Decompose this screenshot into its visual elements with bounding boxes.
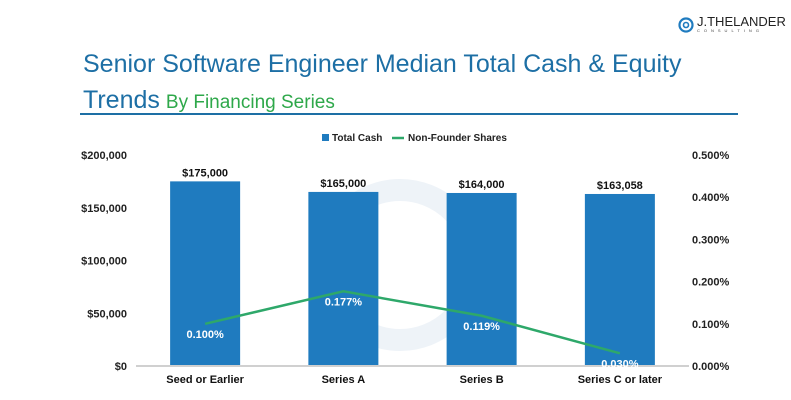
left-axis-tick: $100,000: [81, 256, 127, 268]
chart-title-line2: Trends By Financing Series: [83, 86, 335, 115]
bar-data-label: $164,000: [459, 179, 505, 191]
right-axis-tick: 0.400%: [692, 192, 730, 204]
right-axis-tick: 0.300%: [692, 234, 730, 246]
line-data-label: 0.030%: [601, 358, 639, 370]
chart-subtitle: By Financing Series: [165, 92, 335, 113]
category-label: Series C or later: [578, 374, 663, 386]
legend-swatch-total-cash: [322, 134, 329, 141]
left-axis-tick: $0: [115, 361, 127, 373]
line-non-founder-shares: [204, 290, 621, 355]
title-line2: Trends: [83, 86, 160, 114]
category-label: Series A: [322, 374, 366, 386]
right-axis-tick: 0.000%: [692, 361, 730, 373]
bar-total-cash: [308, 191, 379, 366]
category-label: Seed or Earlier: [166, 374, 244, 386]
legend-label-total-cash: Total Cash: [332, 133, 382, 144]
bar-total-cash: [446, 192, 517, 366]
left-axis-tick: $200,000: [81, 150, 127, 162]
legend-label-non-founder-shares: Non-Founder Shares: [408, 133, 507, 144]
bar-total-cash: [584, 193, 655, 366]
spiral-logo-icon: [678, 17, 694, 33]
bar-total-cash: [170, 181, 241, 366]
line-data-label: 0.177%: [325, 296, 363, 308]
left-axis-tick: $50,000: [87, 308, 127, 320]
bar-data-label: $165,000: [320, 178, 366, 190]
chart-title: Senior Software Engineer Median Total Ca…: [83, 50, 682, 78]
title-rule: [80, 113, 738, 115]
category-label: Series B: [460, 374, 504, 386]
right-axis-tick: 0.100%: [692, 319, 730, 331]
bar-data-label: $175,000: [182, 167, 228, 179]
logo: J.THELANDER CONSULTING: [678, 15, 786, 33]
right-axis-tick: 0.200%: [692, 277, 730, 289]
left-axis-tick: $150,000: [81, 203, 127, 215]
logo-name: J.THELANDER: [697, 13, 786, 29]
line-data-label: 0.119%: [463, 321, 500, 333]
logo-sub: CONSULTING: [697, 27, 763, 33]
line-data-label: 0.100%: [186, 329, 224, 341]
right-axis-tick: 0.500%: [692, 150, 730, 162]
bar-data-label: $163,058: [597, 180, 643, 192]
